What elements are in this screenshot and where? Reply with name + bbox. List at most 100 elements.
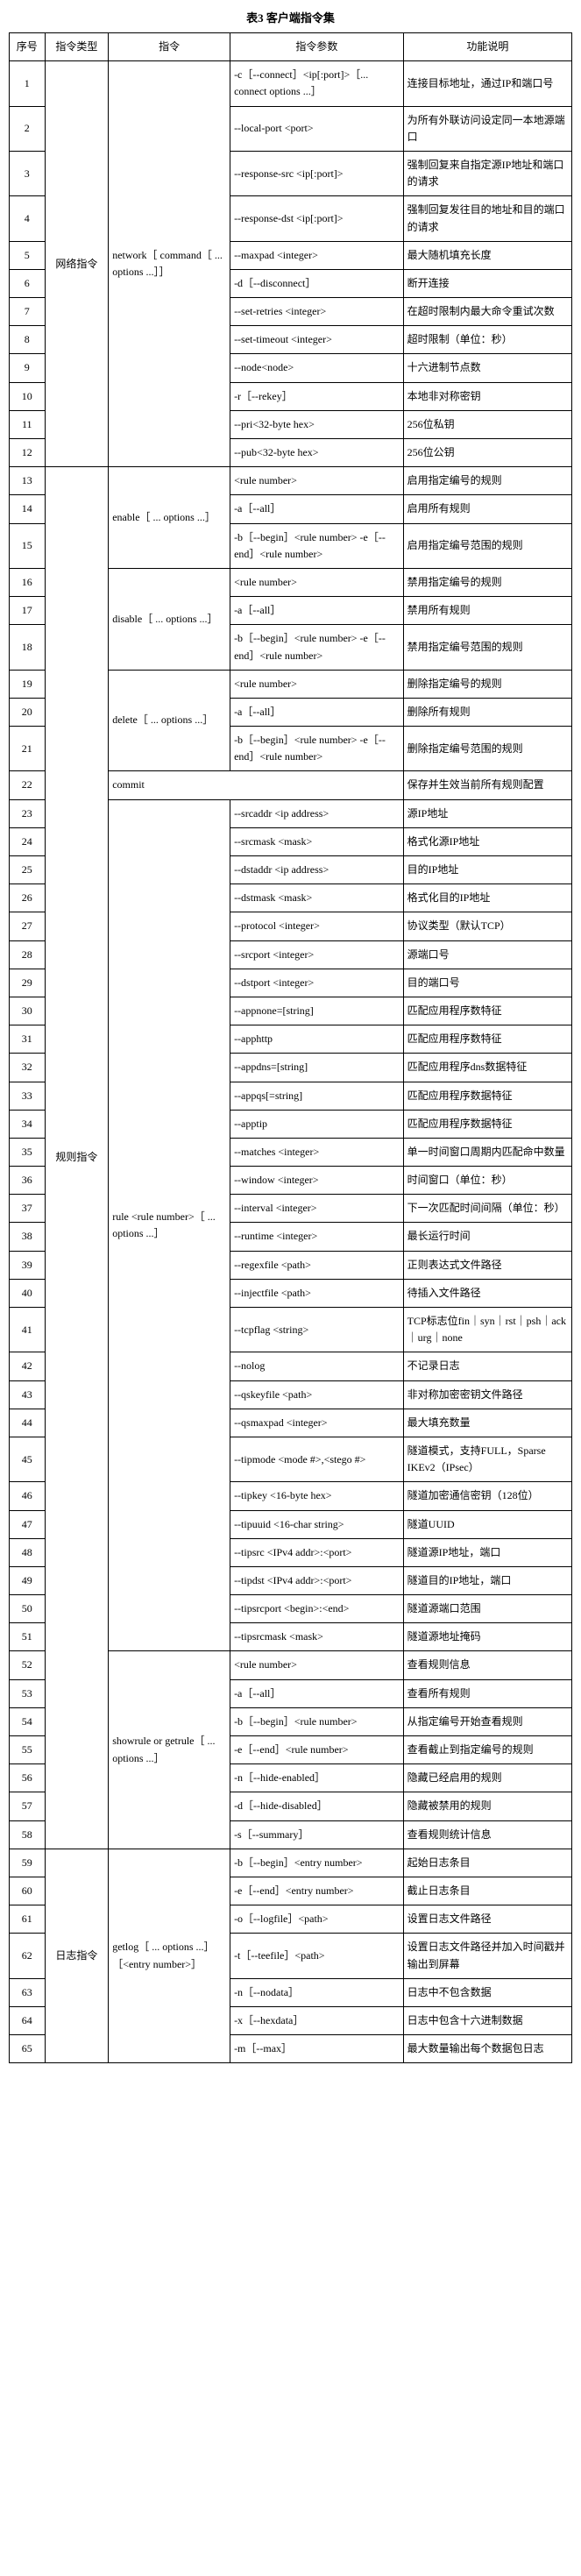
cell-seq: 57	[10, 1792, 46, 1820]
cell-param: --set-timeout <integer>	[230, 326, 404, 354]
cell-desc: 查看规则信息	[403, 1651, 571, 1679]
cell-seq: 53	[10, 1679, 46, 1707]
cell-desc: 格式化目的IP地址	[403, 884, 571, 912]
cell-desc: 隧道UUID	[403, 1510, 571, 1538]
cell-param: -b［--begin］<rule number> -e［--end］<rule …	[230, 523, 404, 568]
cell-param: --tipsrcmask <mask>	[230, 1623, 404, 1651]
cell-param: --set-retries <integer>	[230, 298, 404, 326]
cell-seq: 28	[10, 940, 46, 969]
cell-param: --tipuuid <16-char string>	[230, 1510, 404, 1538]
cell-desc: 256位私钥	[403, 410, 571, 438]
cell-param: --apptip	[230, 1110, 404, 1138]
cell-seq: 60	[10, 1877, 46, 1905]
cell-param: --interval <integer>	[230, 1195, 404, 1223]
cell-seq: 16	[10, 568, 46, 596]
cell-seq: 33	[10, 1082, 46, 1110]
table-row: 13规则指令enable［ ... options ...］<rule numb…	[10, 467, 572, 495]
cell-cmd: getlog［ ... options ...］［<entry number>］	[109, 1849, 230, 2063]
cell-desc: 保存并生效当前所有规则配置	[403, 771, 571, 799]
cell-desc: 协议类型（默认TCP）	[403, 912, 571, 940]
cell-param: -e［--end］<entry number>	[230, 1877, 404, 1905]
cell-seq: 40	[10, 1279, 46, 1307]
cell-desc: 连接目标地址，通过IP和端口号	[403, 61, 571, 106]
cell-desc: 日志中不包含数据	[403, 1978, 571, 2006]
cell-desc: 隐藏已经启用的规则	[403, 1764, 571, 1792]
col-desc: 功能说明	[403, 33, 571, 61]
cell-param: -b［--begin］<rule number> -e［--end］<rule …	[230, 727, 404, 771]
cell-desc: 隧道源端口范围	[403, 1595, 571, 1623]
cell-desc: 禁用指定编号范围的规则	[403, 625, 571, 670]
command-table: 序号 指令类型 指令 指令参数 功能说明 1网络指令network［ comma…	[9, 32, 572, 2063]
cell-seq: 61	[10, 1905, 46, 1934]
cell-param: <rule number>	[230, 568, 404, 596]
cell-desc: 十六进制节点数	[403, 354, 571, 382]
cell-seq: 17	[10, 597, 46, 625]
cell-desc: 强制回复发往目的地址和目的端口的请求	[403, 196, 571, 241]
cell-param: --protocol <integer>	[230, 912, 404, 940]
cell-param: --dstmask <mask>	[230, 884, 404, 912]
cell-desc: 源端口号	[403, 940, 571, 969]
cell-param: -n［--hide-enabled］	[230, 1764, 404, 1792]
cell-param: --apphttp	[230, 1025, 404, 1054]
cell-seq: 47	[10, 1510, 46, 1538]
cell-param: --dstaddr <ip address>	[230, 856, 404, 884]
cell-param: -r［--rekey］	[230, 382, 404, 410]
cell-desc: 最大数量输出每个数据包日志	[403, 2035, 571, 2063]
cell-seq: 2	[10, 106, 46, 151]
cell-cmd: showrule or getrule［ ... options ...］	[109, 1651, 230, 1849]
cell-seq: 14	[10, 495, 46, 523]
cell-cmd: rule <rule number>［ ... options ...］	[109, 799, 230, 1651]
cell-desc: 设置日志文件路径并加入时间戳并输出到屏幕	[403, 1934, 571, 1978]
cell-desc: 删除指定编号范围的规则	[403, 727, 571, 771]
cell-param: --tipkey <16-byte hex>	[230, 1482, 404, 1510]
cell-desc: 为所有外联访问设定同一本地源端口	[403, 106, 571, 151]
cell-seq: 3	[10, 151, 46, 195]
cell-desc: 目的端口号	[403, 969, 571, 997]
cell-param: --pri<32-byte hex>	[230, 410, 404, 438]
cell-param: --tipsrc <IPv4 addr>:<port>	[230, 1538, 404, 1566]
cell-seq: 12	[10, 439, 46, 467]
cell-seq: 31	[10, 1025, 46, 1054]
cell-seq: 62	[10, 1934, 46, 1978]
col-seq: 序号	[10, 33, 46, 61]
cell-cmd: delete［ ... options ...］	[109, 670, 230, 771]
cell-param: --maxpad <integer>	[230, 241, 404, 269]
cell-desc: 下一次匹配时间间隔（单位：秒）	[403, 1195, 571, 1223]
cell-seq: 5	[10, 241, 46, 269]
cell-param: --regexfile <path>	[230, 1251, 404, 1279]
cell-seq: 18	[10, 625, 46, 670]
cell-desc: 查看截止到指定编号的规则	[403, 1736, 571, 1764]
cell-seq: 9	[10, 354, 46, 382]
cell-param: --local-port <port>	[230, 106, 404, 151]
cell-param: --window <integer>	[230, 1167, 404, 1195]
cell-seq: 49	[10, 1566, 46, 1594]
cell-seq: 4	[10, 196, 46, 241]
cell-param: -c［--connect］<ip[:port]>［... connect opt…	[230, 61, 404, 106]
col-cmd: 指令	[109, 33, 230, 61]
cell-param: -x［--hexdata］	[230, 2006, 404, 2034]
cell-desc: 匹配应用程序数特征	[403, 1025, 571, 1054]
col-param: 指令参数	[230, 33, 404, 61]
cell-param: -e［--end］<rule number>	[230, 1736, 404, 1764]
cell-param: --qskeyfile <path>	[230, 1380, 404, 1409]
cell-desc: 强制回复来自指定源IP地址和端口的请求	[403, 151, 571, 195]
cell-seq: 38	[10, 1223, 46, 1251]
cell-seq: 35	[10, 1138, 46, 1166]
cell-param: --response-dst <ip[:port]>	[230, 196, 404, 241]
cell-seq: 59	[10, 1849, 46, 1877]
cell-desc: 匹配应用程序数据特征	[403, 1110, 571, 1138]
cell-desc: 删除指定编号的规则	[403, 670, 571, 698]
cell-param: -d［--disconnect］	[230, 269, 404, 297]
cell-seq: 19	[10, 670, 46, 698]
cell-seq: 64	[10, 2006, 46, 2034]
cell-cmd: disable［ ... options ...］	[109, 568, 230, 670]
cell-desc: 匹配应用程序数特征	[403, 997, 571, 1025]
cell-param: -b［--begin］<rule number>	[230, 1707, 404, 1735]
cell-desc: 断开连接	[403, 269, 571, 297]
cell-param: --runtime <integer>	[230, 1223, 404, 1251]
cell-param: --srcmask <mask>	[230, 827, 404, 855]
cell-desc: 从指定编号开始查看规则	[403, 1707, 571, 1735]
cell-param: --tipmode <mode #>,<stego #>	[230, 1437, 404, 1481]
cell-desc: 最大随机填充长度	[403, 241, 571, 269]
table-header-row: 序号 指令类型 指令 指令参数 功能说明	[10, 33, 572, 61]
